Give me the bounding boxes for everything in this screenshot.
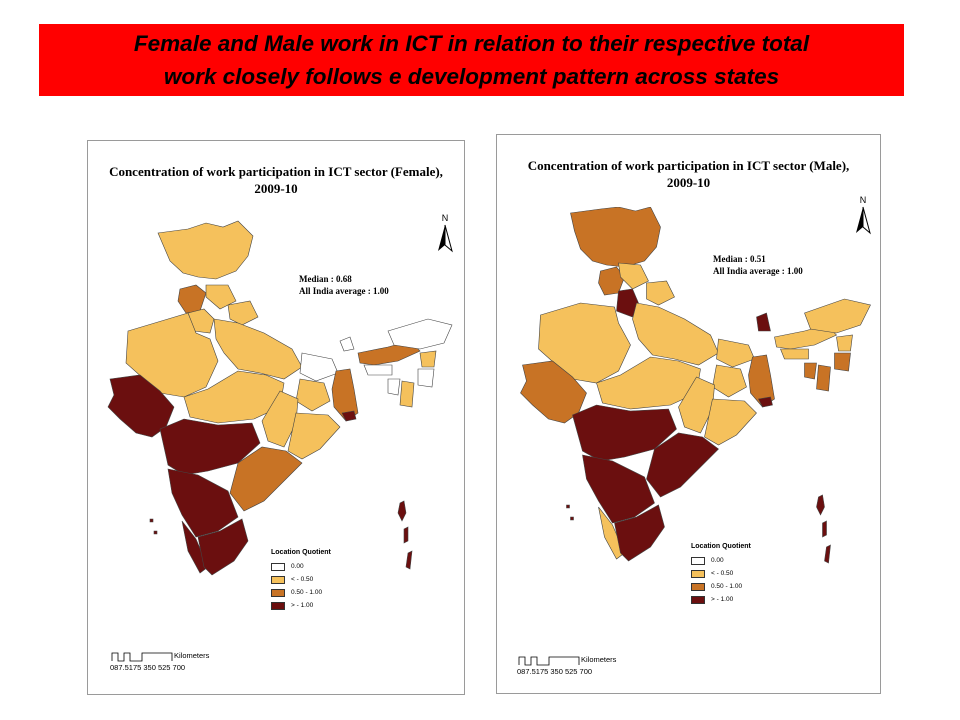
scale-unit: Kilometers: [174, 651, 210, 660]
male-state-kolkata: [758, 396, 773, 408]
male-state-nagaland: [836, 334, 853, 352]
female-state-tripura: [387, 378, 401, 396]
north-arrow-icon: N: [851, 195, 875, 239]
male-state-andhra-pradesh: [646, 432, 719, 498]
male-state-arunachal: [804, 298, 871, 334]
male-state-himachal: [618, 262, 649, 290]
female-state-odisha: [287, 412, 341, 460]
slide-title-line1: Female and Male work in ICT in relation …: [133, 31, 810, 56]
title-banner: Female and Male work in ICT in relation …: [39, 24, 904, 96]
slide-title-line2: work closely follows e development patte…: [163, 64, 780, 89]
male-state-kerala: [598, 506, 625, 560]
female-state-assam: [357, 340, 421, 366]
male-state-uttarakhand: [646, 280, 675, 306]
female-state-gujarat: [107, 374, 175, 438]
female-state-maharashtra: [159, 418, 261, 476]
female-map-title: Concentration of work participation in I…: [109, 164, 443, 196]
female-state-jharkhand: [295, 378, 331, 412]
male-all-india-average: All India average : 1.00: [713, 266, 803, 276]
male-state-odisha: [704, 398, 757, 446]
male-state-bihar: [716, 338, 755, 368]
male-islands-lakshadweep: [566, 504, 574, 521]
male-map-title: Concentration of work participation in I…: [527, 158, 850, 190]
female-state-jammu-kashmir: [157, 220, 254, 280]
male-state-manipur: [834, 352, 851, 372]
male-state-chhattisgarh: [678, 376, 715, 434]
male-scale-bar: Kilometers 087.5175 350 525 700: [517, 655, 637, 679]
female-legend: Location Quotient 0.00 < - 0.50 0.50 - 1…: [271, 549, 331, 612]
scale-ticks: 087.5175 350 525 700: [517, 667, 593, 676]
legend-title: Location Quotient: [691, 543, 751, 550]
female-state-uttarakhand: [227, 300, 259, 326]
female-state-tamil-nadu: [197, 518, 249, 576]
male-state-rajasthan: [538, 302, 631, 384]
female-state-karnataka: [167, 468, 239, 538]
male-state-gujarat: [520, 360, 587, 424]
legend-item: > - 1.00: [691, 593, 751, 606]
female-state-bihar: [299, 352, 339, 382]
male-india-map: [520, 207, 871, 564]
female-stats: Median : 0.68 All India average : 1.00: [299, 273, 389, 297]
male-state-mizoram: [816, 364, 831, 392]
male-state-karnataka: [582, 454, 655, 524]
slide-title: Female and Male work in ICT in relation …: [134, 27, 809, 93]
scale-unit: Kilometers: [581, 655, 617, 664]
male-islands-andaman: [816, 494, 831, 564]
scale-ticks: 087.5175 350 525 700: [110, 663, 186, 672]
legend-item: < - 0.50: [691, 567, 751, 580]
male-state-jammu-kashmir: [570, 207, 661, 268]
legend-title: Location Quotient: [271, 549, 331, 556]
female-map-panel: Concentration of work participation in I…: [87, 140, 465, 695]
female-state-chhattisgarh: [261, 390, 299, 448]
male-state-maharashtra: [572, 404, 677, 462]
legend-item: > - 1.00: [271, 599, 331, 612]
legend-item: 0.50 - 1.00: [691, 580, 751, 593]
female-state-kolkata: [341, 410, 357, 422]
female-islands-andaman: [397, 500, 413, 570]
female-state-sikkim: [339, 336, 355, 352]
male-map-panel: Concentration of work participation in I…: [496, 134, 881, 694]
north-arrow-icon: N: [433, 213, 457, 257]
legend-item: < - 0.50: [271, 573, 331, 586]
legend-item: 0.00: [691, 554, 751, 567]
female-islands-lakshadweep: [149, 518, 158, 535]
male-state-tamil-nadu: [614, 504, 665, 562]
female-all-india-average: All India average : 1.00: [299, 286, 389, 296]
male-stats: Median : 0.51 All India average : 1.00: [713, 253, 803, 277]
female-state-arunachal: [387, 318, 453, 350]
female-state-kerala: [181, 520, 209, 574]
male-state-tripura: [804, 362, 817, 380]
female-state-mizoram: [399, 380, 415, 408]
female-state-manipur: [417, 368, 435, 388]
female-state-andhra-pradesh: [229, 446, 303, 512]
legend-item: 0.50 - 1.00: [271, 586, 331, 599]
male-state-sikkim: [756, 312, 771, 332]
female-state-uttar-pradesh: [213, 318, 303, 380]
legend-item: 0.00: [271, 560, 331, 573]
female-state-nagaland: [419, 350, 437, 368]
female-india-map: [107, 220, 453, 576]
female-state-meghalaya: [363, 364, 393, 376]
male-state-uttar-pradesh: [632, 302, 719, 366]
female-median: Median : 0.68: [299, 274, 352, 284]
male-state-assam: [774, 324, 838, 350]
female-state-punjab: [177, 284, 207, 314]
female-scale-bar: Kilometers 087.5175 350 525 700: [110, 651, 230, 675]
male-state-jharkhand: [712, 364, 747, 398]
male-state-meghalaya: [780, 348, 809, 360]
male-legend: Location Quotient 0.00 < - 0.50 0.50 - 1…: [691, 543, 751, 606]
male-median: Median : 0.51: [713, 254, 766, 264]
